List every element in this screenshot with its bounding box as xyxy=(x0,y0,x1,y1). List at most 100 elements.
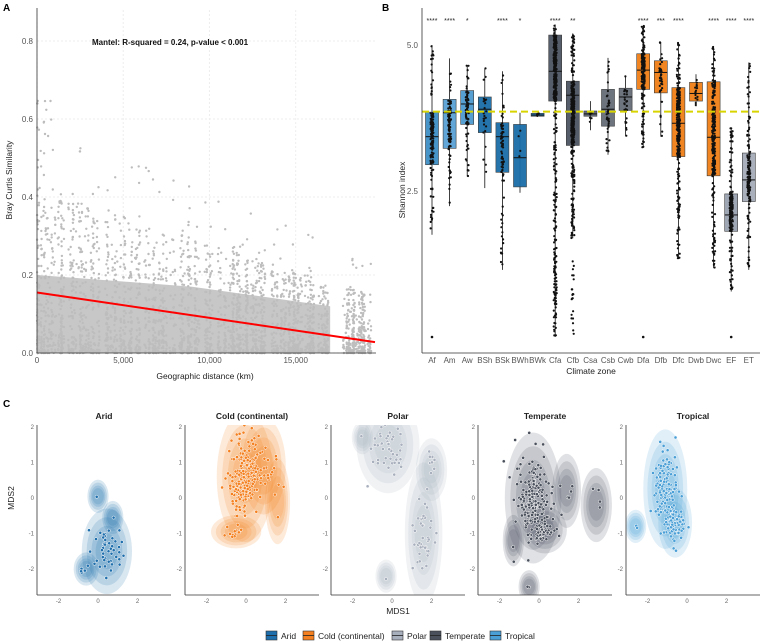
data-point xyxy=(120,345,123,348)
box-group-Cfa: **** xyxy=(548,18,563,337)
data-point xyxy=(605,142,608,145)
data-point xyxy=(554,272,557,275)
data-point xyxy=(111,269,114,272)
data-point xyxy=(448,133,451,136)
data-point xyxy=(95,250,99,253)
data-point xyxy=(144,344,147,347)
data-point xyxy=(114,309,117,312)
data-point xyxy=(88,350,92,353)
data-point xyxy=(245,238,249,241)
data-point xyxy=(44,311,47,314)
data-point xyxy=(449,83,453,86)
data-point xyxy=(244,317,247,320)
significance-label: * xyxy=(519,18,522,25)
data-point xyxy=(181,339,184,342)
data-point xyxy=(89,285,93,288)
data-point xyxy=(364,329,367,333)
data-point xyxy=(553,161,556,164)
data-point xyxy=(643,53,646,56)
data-point xyxy=(57,334,61,337)
data-point xyxy=(352,312,355,316)
data-point xyxy=(292,343,296,347)
data-point xyxy=(252,330,255,334)
data-point xyxy=(84,215,87,218)
data-point xyxy=(554,293,557,296)
data-point xyxy=(352,321,355,325)
data-point xyxy=(204,337,207,340)
data-point xyxy=(69,229,73,233)
data-point xyxy=(90,268,93,271)
data-point xyxy=(105,233,108,236)
data-point xyxy=(571,203,575,206)
data-point xyxy=(106,225,110,229)
data-point xyxy=(62,219,65,222)
data-point xyxy=(46,345,50,348)
data-point xyxy=(57,205,60,208)
data-point xyxy=(43,270,46,273)
data-point xyxy=(271,313,274,316)
data-point xyxy=(227,304,230,307)
data-point xyxy=(122,315,126,318)
data-point xyxy=(70,282,73,285)
data-point xyxy=(299,348,303,351)
data-point xyxy=(122,343,126,346)
data-point xyxy=(241,243,244,246)
data-point xyxy=(346,312,349,315)
data-point xyxy=(138,348,142,351)
data-point xyxy=(60,245,63,248)
data-point xyxy=(130,245,133,249)
data-point xyxy=(287,295,291,298)
data-point xyxy=(48,286,52,289)
data-point xyxy=(284,224,287,227)
data-point xyxy=(571,114,574,118)
data-point xyxy=(223,305,226,308)
data-point xyxy=(82,325,86,328)
data-point xyxy=(270,270,274,274)
data-point xyxy=(311,314,314,317)
data-point xyxy=(187,236,190,239)
data-point xyxy=(231,313,234,317)
data-point xyxy=(75,280,79,284)
data-point xyxy=(352,303,355,307)
data-point xyxy=(502,131,505,134)
data-point xyxy=(449,89,452,92)
data-point xyxy=(571,218,574,221)
data-point xyxy=(182,252,185,255)
data-point xyxy=(190,320,193,324)
data-point xyxy=(138,234,141,238)
data-point xyxy=(482,158,485,161)
data-point xyxy=(430,131,433,134)
data-point xyxy=(257,303,261,306)
data-point xyxy=(186,241,189,244)
data-point xyxy=(179,266,182,269)
data-point xyxy=(553,321,556,325)
data-point xyxy=(217,200,220,203)
data-point xyxy=(67,350,70,354)
data-point xyxy=(482,78,485,81)
data-point xyxy=(348,318,351,321)
data-point xyxy=(97,324,101,328)
data-point xyxy=(501,92,504,95)
data-point xyxy=(430,151,433,154)
data-point xyxy=(501,132,504,135)
data-point xyxy=(661,57,664,60)
data-point xyxy=(113,214,117,217)
data-point xyxy=(209,345,212,348)
data-point xyxy=(357,330,361,333)
data-point xyxy=(229,283,232,286)
data-point xyxy=(231,331,234,334)
data-point xyxy=(56,237,59,240)
data-point xyxy=(135,253,139,257)
data-point xyxy=(89,344,92,348)
data-point xyxy=(42,340,45,343)
data-point xyxy=(53,216,57,219)
data-point xyxy=(79,349,82,352)
data-point xyxy=(83,235,87,238)
data-point xyxy=(360,322,363,325)
data-point xyxy=(552,325,555,328)
data-point xyxy=(203,334,207,337)
data-point xyxy=(188,256,191,259)
data-point xyxy=(149,342,152,346)
data-point xyxy=(97,303,100,306)
